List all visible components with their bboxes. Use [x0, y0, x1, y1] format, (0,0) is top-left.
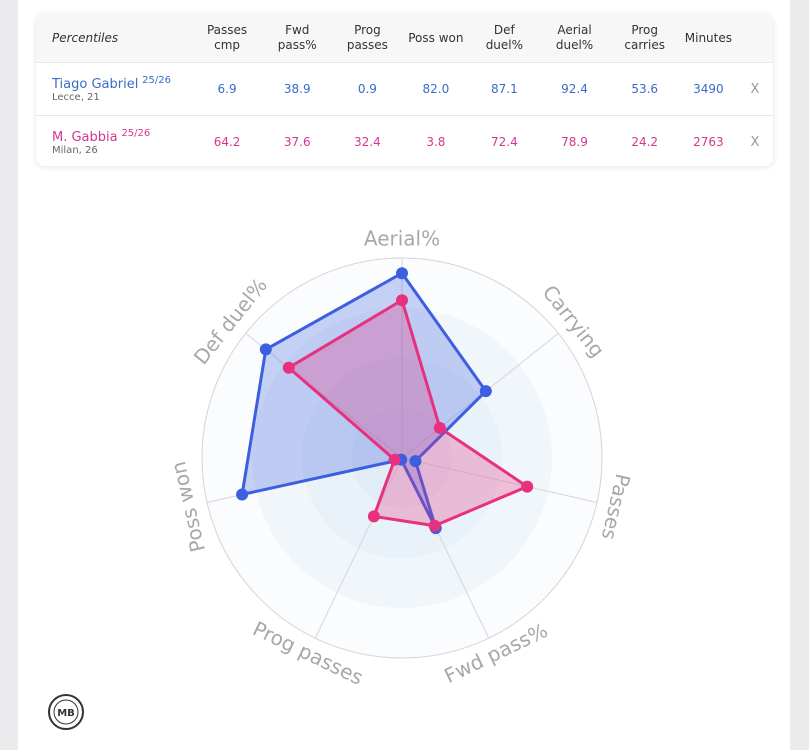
player-season: 25/26 [142, 75, 171, 86]
header-text: Passes cmp [206, 23, 248, 52]
stat-cell: 72.4 [469, 115, 540, 166]
data-point [259, 343, 272, 356]
player-club: Milan, 26 [52, 145, 98, 156]
column-header: Fwd pass% [262, 14, 333, 63]
axis-spoke [401, 457, 598, 503]
stat-cell: 64.2 [192, 115, 263, 166]
player-season: 25/26 [121, 128, 151, 139]
axis-spoke [314, 457, 403, 639]
player-row: Tiago Gabriel 25/26 Lecce, 21 6.9 38.9 0.9 82… [36, 62, 773, 116]
stat-cell: 82.0 [402, 62, 470, 116]
column-header: Def duel% [469, 14, 540, 63]
column-header: Percentiles [36, 14, 192, 63]
data-point [236, 488, 249, 501]
data-point [433, 421, 446, 434]
series-area [240, 271, 488, 530]
series-area [287, 298, 529, 528]
column-header: Passes cmp [192, 14, 263, 63]
column-header: Prog passes [332, 14, 403, 63]
stat-cell: 3.8 [402, 115, 470, 166]
logo-inner [53, 699, 79, 725]
header-text: Prog passes [346, 23, 388, 52]
data-point [479, 385, 492, 398]
player-cell: Tiago Gabriel 25/26 Lecce, 21 [36, 62, 192, 116]
header-text: Percentiles [52, 30, 119, 45]
player-name: M. Gabbia [52, 130, 118, 145]
page: Percentiles Passes cmp Fwd pass% Prog passe… [18, 0, 790, 750]
stat-cell: 32.4 [332, 115, 403, 166]
logo-ring [48, 694, 84, 730]
remove-button[interactable]: X [737, 115, 773, 166]
data-point [396, 267, 408, 280]
column-header: Aerial duel% [539, 14, 610, 63]
stat-cell: 0.9 [332, 62, 403, 116]
stat-cell: 53.6 [609, 62, 680, 116]
logo: MB [48, 694, 84, 730]
data-point [282, 361, 295, 374]
stat-cell: 24.2 [609, 115, 680, 166]
data-point [428, 519, 441, 532]
data-point [396, 294, 408, 307]
data-point [409, 455, 422, 468]
column-header: Poss won [402, 14, 470, 63]
comparison-table: Percentiles Passes cmp Fwd pass% Prog passe… [36, 14, 773, 166]
column-header: Minutes [679, 14, 737, 63]
header-text: Prog carries [624, 23, 665, 52]
player-club: Lecce, 21 [52, 92, 100, 103]
header-text: Fwd pass% [277, 23, 317, 52]
stat-cell: 6.9 [192, 62, 263, 116]
remove-header [737, 14, 773, 63]
axis-label: Aerial% [364, 227, 440, 251]
header-text: Aerial duel% [555, 23, 594, 52]
player-name: Tiago Gabriel [52, 77, 139, 92]
comparison-table-card: Percentiles Passes cmp Fwd pass% Prog passe… [36, 14, 773, 166]
header-row: Percentiles Passes cmp Fwd pass% Prog passe… [36, 14, 773, 63]
axis-spoke [245, 332, 403, 459]
header-text: Def duel% [485, 23, 524, 52]
data-point [367, 510, 380, 523]
stat-cell: 38.9 [262, 62, 333, 116]
data-point [388, 453, 401, 466]
remove-button[interactable]: X [737, 62, 773, 116]
axis-label: Passes [597, 472, 635, 543]
stat-cell: 87.1 [469, 62, 540, 116]
column-header: Prog carries [609, 14, 680, 63]
header-text: Minutes [684, 30, 732, 45]
player-row: M. Gabbia 25/26 Milan, 26 64.2 37.6 32.4 3.8 7… [36, 115, 773, 166]
logo-text: MB [57, 708, 75, 719]
data-point [521, 480, 534, 493]
stat-cell: 78.9 [539, 115, 610, 166]
header-text: Poss won [408, 30, 464, 45]
stat-cell: 92.4 [539, 62, 610, 116]
stat-cell: 3490 [679, 62, 737, 116]
stat-cell: 2763 [679, 115, 737, 166]
player-cell: M. Gabbia 25/26 Milan, 26 [36, 115, 192, 166]
stat-cell: 37.6 [262, 115, 333, 166]
